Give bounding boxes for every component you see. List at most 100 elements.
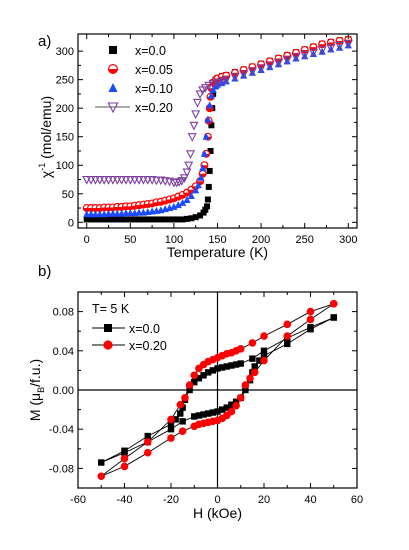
data-point (223, 363, 230, 370)
data-point (125, 175, 135, 185)
data-point (344, 41, 352, 49)
data-point (167, 426, 175, 433)
data-point (230, 73, 240, 82)
data-point (228, 362, 235, 369)
data-point (143, 448, 152, 457)
data-point (214, 408, 221, 415)
data-point (200, 411, 207, 418)
x-tick-label: 0 (214, 494, 220, 506)
data-point (208, 122, 215, 129)
data-point (117, 175, 127, 185)
panel-label: b) (38, 263, 51, 280)
data-point (246, 374, 254, 383)
data-point (184, 161, 194, 171)
data-point (260, 347, 268, 354)
data-point (179, 174, 189, 183)
data-point (207, 147, 214, 154)
y-axis-label: M (μB/f.u.) (27, 359, 46, 421)
data-point (282, 56, 292, 65)
data-point (228, 401, 235, 408)
data-point (232, 398, 240, 405)
data-point (104, 175, 114, 185)
data-point (176, 400, 185, 409)
data-point (191, 110, 201, 120)
plot-frame (77, 33, 358, 229)
data-point (222, 77, 230, 85)
data-point (329, 299, 338, 308)
data-point (187, 133, 197, 142)
data-point (97, 472, 106, 481)
data-point (214, 365, 221, 372)
data-point (190, 371, 199, 380)
data-point (209, 409, 217, 416)
data-point (143, 175, 153, 185)
data-point (306, 315, 315, 324)
data-point (239, 70, 249, 80)
series-x=0.05 (82, 35, 353, 213)
legend-label: x=0.20 (135, 101, 173, 115)
data-point (153, 216, 160, 223)
data-point (197, 173, 205, 181)
data-point (251, 363, 258, 370)
data-point (283, 320, 292, 329)
data-point (218, 364, 226, 371)
data-point (204, 81, 214, 91)
data-point (284, 340, 291, 348)
data-point (167, 421, 175, 428)
series-x=0.0 (83, 36, 352, 223)
data-point (162, 216, 169, 223)
data-point (307, 326, 314, 333)
data-point (188, 215, 195, 222)
data-point (127, 216, 134, 223)
data-point (326, 44, 336, 53)
data-point (118, 216, 125, 223)
data-point (95, 175, 105, 185)
x-tick-label: 250 (296, 234, 314, 246)
legend-label: x=0.10 (135, 82, 173, 96)
x-tick-label: 300 (339, 234, 357, 246)
data-point (181, 394, 189, 402)
data-point (86, 175, 96, 185)
data-point (223, 404, 230, 411)
series-x=0.20 (82, 40, 353, 188)
temperature-annotation: T= 5 K (92, 302, 130, 316)
x-tick-label: -60 (70, 494, 86, 506)
data-point (265, 61, 275, 71)
data-point (197, 212, 204, 219)
data-point (187, 192, 195, 200)
data-point (209, 367, 217, 374)
data-point (300, 50, 310, 60)
data-point (205, 183, 212, 190)
data-point (101, 216, 108, 223)
data-point (274, 58, 284, 68)
data-point (108, 175, 118, 185)
data-point (256, 64, 266, 74)
data-point (167, 434, 175, 442)
data-point (105, 216, 112, 223)
data-point (166, 216, 173, 223)
legend-marker (108, 83, 118, 92)
legend: x=0.0 x=0.20 (92, 322, 167, 353)
y-tick-label: 250 (56, 75, 74, 87)
data-point (183, 196, 191, 204)
data-point (301, 52, 309, 60)
data-point (186, 386, 193, 394)
data-point (178, 427, 187, 435)
data-point (140, 216, 147, 223)
data-point (241, 381, 250, 389)
data-point (330, 314, 337, 321)
data-point (175, 216, 182, 223)
data-point (283, 57, 291, 65)
legend-marker (109, 46, 117, 54)
data-point (134, 175, 144, 185)
data-point (218, 406, 226, 413)
data-point (204, 115, 212, 123)
data-point (130, 175, 140, 185)
data-point (199, 164, 207, 172)
x-tick-label: 20 (258, 494, 270, 506)
data-point (179, 418, 186, 425)
data-point (182, 168, 192, 178)
legend-label: x=0.20 (129, 339, 167, 353)
x-tick-label: -20 (163, 494, 179, 506)
data-point (195, 375, 203, 382)
